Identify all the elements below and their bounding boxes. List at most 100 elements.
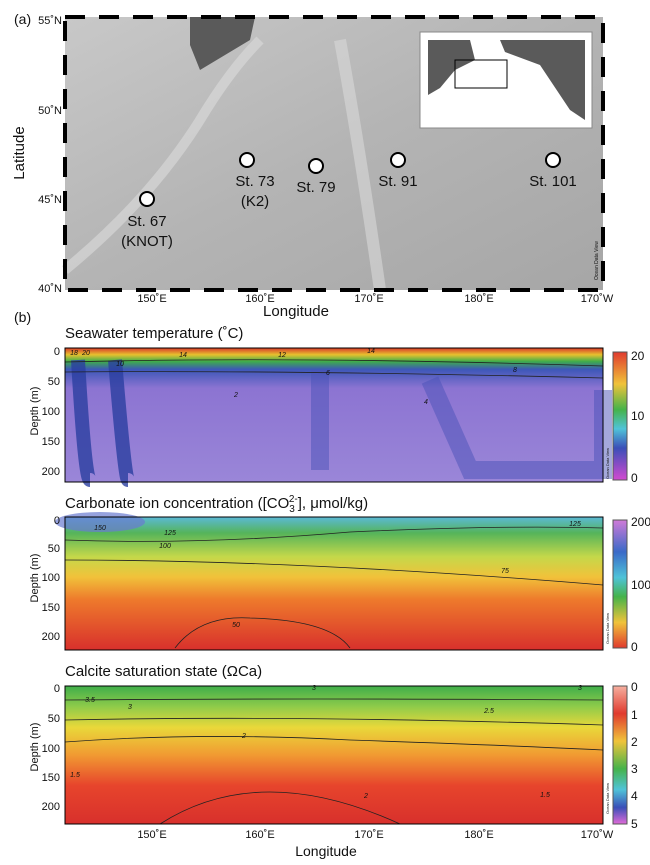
colorbar-tick-label: 20 [631,349,645,363]
calcite-field [65,686,603,824]
station-marker [240,153,254,167]
lon-tick-label: 180˚E [464,829,493,841]
contour-label: 3 [578,685,582,692]
depth-tick-label: 150 [42,436,60,448]
contour-label: 150 [94,525,106,532]
credit: Ocean Data View [605,783,610,814]
colorbar-tick-label: 5 [631,817,638,831]
contour-label: 100 [159,543,171,550]
contour-label: 50 [232,622,240,629]
depth-tick-label: 0 [54,515,60,527]
panel-label: (b) [14,309,31,325]
lon-tick-label: 170˚W [581,293,614,305]
contour-label: 3.5 [85,697,95,704]
depth-tick-label: 200 [42,631,60,643]
depth-tick-label: 150 [42,772,60,784]
axis-label: Longitude [263,303,329,320]
colorbar-tick-label: 4 [631,789,638,803]
credit: Ocean Data View [594,241,600,280]
station-alias: (K2) [241,193,269,210]
lon-tick-label: 160˚E [245,829,274,841]
contour-label: 10 [116,361,124,368]
contour-label: 2 [233,392,238,399]
title-part: ], μmol/kg) [298,495,368,512]
depth-tick-label: 200 [42,801,60,813]
contour-label: 125 [164,530,176,537]
contour-label: 18 [70,350,78,357]
colorbar [613,520,627,648]
colorbar-tick-label: 1 [631,708,638,722]
axis-label: Latitude [11,126,28,179]
contour-label: 2 [363,793,368,800]
carbonate-field [65,517,603,650]
lat-tick-label: 55˚N [38,15,62,27]
station-marker [546,153,560,167]
depth-tick-label: 100 [42,743,60,755]
contour-label: 20 [81,350,90,357]
colorbar-tick-label: 10 [631,409,645,423]
colorbar [613,686,627,824]
depth-tick-label: 0 [54,346,60,358]
contour-label: 14 [367,348,375,355]
contour-label: 1.5 [540,792,550,799]
station-marker [309,159,323,173]
section-title: Carbonate ion concentration ([CO32-], μm… [65,494,368,515]
depth-tick-label: 100 [42,406,60,418]
lon-tick-label: 150˚E [137,293,166,305]
station-name: St. 67 [127,213,166,230]
colorbar-tick-label: 0 [631,680,638,694]
contour-label: 3 [312,685,316,692]
station-marker [391,153,405,167]
figure: (a)55˚N50˚N45˚N40˚NLatitude150˚E160˚E170… [0,0,650,860]
depth-tick-label: 0 [54,683,60,695]
depth-tick-label: 200 [42,466,60,478]
station-name: St. 91 [378,173,417,190]
station-marker [140,192,154,206]
lon-tick-label: 170˚E [354,829,383,841]
credit: Ocean Data View [605,448,610,479]
contour-label: 1.5 [70,772,80,779]
depth-tick-label: 50 [48,713,60,725]
contour-label: 12 [278,352,286,359]
lon-tick-label: 180˚E [464,293,493,305]
panel-label: (a) [14,11,31,27]
axis-label: Depth (m) [29,723,41,772]
axis-label: Depth (m) [29,387,41,436]
depth-tick-label: 150 [42,602,60,614]
lat-tick-label: 50˚N [38,105,62,117]
colorbar-tick-label: 2 [631,735,638,749]
colorbar-tick-label: 0 [631,471,638,485]
title-part: 3 [289,504,295,515]
axis-label: Depth (m) [29,554,41,603]
colorbar [613,352,627,480]
contour-label: 125 [569,521,581,528]
contour-label: 75 [501,568,509,575]
credit: Ocean Data View [605,613,610,644]
lat-tick-label: 45˚N [38,194,62,206]
station-alias: (KNOT) [121,233,173,250]
colorbar-tick-label: 200 [631,515,650,529]
station-name: St. 73 [235,173,274,190]
colorbar-tick-label: 0 [631,640,638,654]
contour-label: 3 [128,704,132,711]
section-title: Seawater temperature (˚C) [65,325,243,342]
station-name: St. 101 [529,173,577,190]
title-part: 2- [289,494,298,505]
axis-label: Longitude [295,843,357,859]
contour-label: 8 [513,367,517,374]
lon-tick-label: 170˚E [354,293,383,305]
contour-label: 14 [179,352,187,359]
colorbar-tick-label: 3 [631,762,638,776]
contour-label: 2 [241,733,246,740]
title-part: Carbonate ion concentration ([CO [65,495,289,512]
colorbar-tick-label: 100 [631,578,650,592]
depth-tick-label: 50 [48,543,60,555]
contour-label: 6 [326,370,330,377]
title-part: Seawater temperature (˚C) [65,325,243,342]
section-title: Calcite saturation state (ΩCa) [65,663,262,680]
title-part: Calcite saturation state (ΩCa) [65,663,262,680]
depth-tick-label: 100 [42,572,60,584]
lon-tick-label: 170˚W [581,829,614,841]
lon-tick-label: 150˚E [137,829,166,841]
depth-tick-label: 50 [48,376,60,388]
